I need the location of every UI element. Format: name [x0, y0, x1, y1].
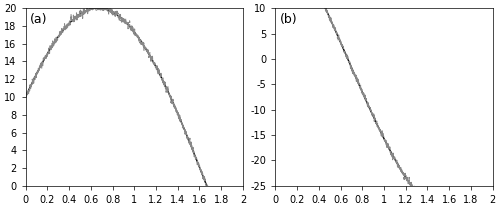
Text: (b): (b) — [280, 14, 297, 27]
Text: (a): (a) — [30, 14, 48, 27]
